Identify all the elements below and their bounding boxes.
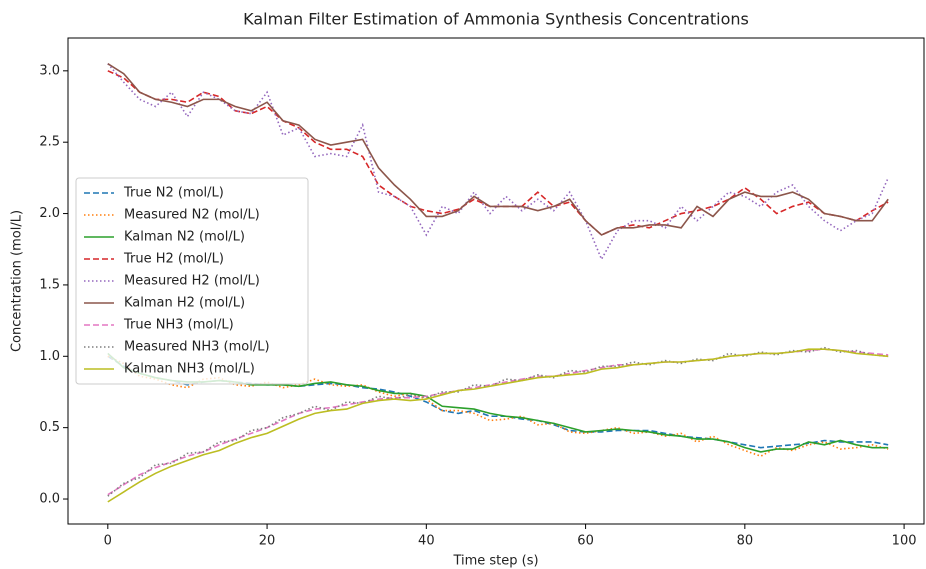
x-tick-label: 100	[892, 534, 917, 549]
y-tick-label: 0.0	[39, 492, 60, 507]
x-tick-label: 40	[418, 534, 435, 549]
y-tick-label: 2.5	[39, 135, 60, 150]
x-tick-label: 80	[737, 534, 754, 549]
legend-label: True N2 (mol/L)	[123, 186, 224, 201]
x-tick-label: 60	[577, 534, 594, 549]
axes-frame	[67, 37, 925, 525]
series-line	[107, 346, 889, 497]
legend-label: True H2 (mol/L)	[123, 252, 224, 267]
series-line	[107, 348, 889, 503]
series-line	[107, 355, 889, 458]
legend-label: Kalman H2 (mol/L)	[124, 296, 245, 311]
legend-label: Kalman N2 (mol/L)	[124, 230, 245, 245]
y-tick-label: 3.0	[39, 63, 60, 78]
series-line	[107, 63, 889, 262]
legend-label: True NH3 (mol/L)	[123, 318, 234, 333]
y-axis-label: Concentration (mol/L)	[10, 210, 25, 352]
chart-title: Kalman Filter Estimation of Ammonia Synt…	[243, 10, 749, 29]
y-tick-label: 0.5	[39, 420, 60, 435]
series-line	[107, 63, 889, 236]
x-axis-label: Time step (s)	[452, 554, 538, 569]
legend-label: Measured N2 (mol/L)	[124, 208, 260, 223]
legend-label: Measured NH3 (mol/L)	[124, 340, 270, 355]
x-tick-label: 0	[104, 534, 112, 549]
legend-label: Kalman NH3 (mol/L)	[124, 362, 255, 377]
series-line	[107, 348, 889, 496]
legend-label: Measured H2 (mol/L)	[124, 274, 260, 289]
y-tick-label: 2.0	[39, 206, 60, 221]
legend-box	[75, 177, 309, 385]
y-tick-label: 1.0	[39, 349, 60, 364]
legend: True N2 (mol/L) Measured N2 (mol/L) Kalman…	[75, 177, 309, 385]
x-tick-label: 20	[259, 534, 276, 549]
y-tick-label: 1.5	[39, 277, 60, 292]
